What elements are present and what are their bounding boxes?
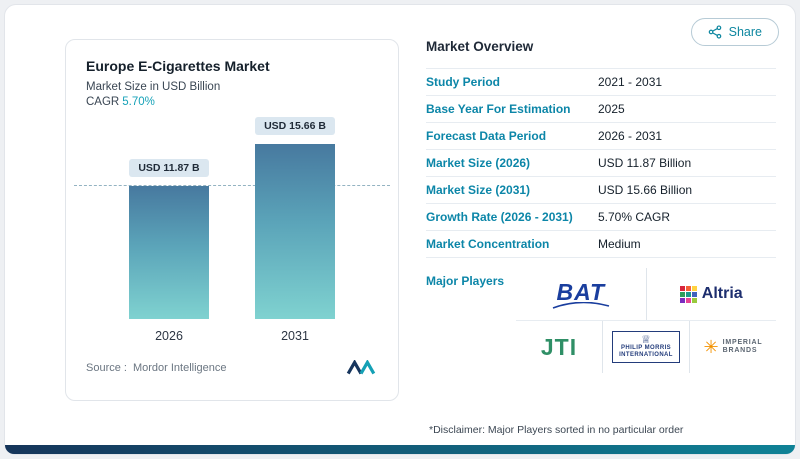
- table-row: Market Concentration Medium: [426, 231, 776, 258]
- footer-strip: [5, 445, 795, 454]
- major-players-logos: BAT Altria: [516, 268, 776, 373]
- imperial-wordmark-line1: IMPERIAL: [722, 339, 763, 346]
- row-value: 5.70% CAGR: [598, 210, 671, 224]
- table-row: Market Size (2031) USD 15.66 Billion: [426, 177, 776, 204]
- jti-wordmark: JTI: [540, 333, 578, 360]
- logo-philip-morris: ♕ PHILIP MORRIS INTERNATIONAL: [602, 321, 689, 373]
- report-card: Share Europe E-Cigarettes Market Market …: [4, 4, 796, 455]
- bat-wordmark: BAT: [556, 278, 606, 305]
- bat-logo-icon: BAT: [553, 278, 610, 310]
- cagr-label: CAGR: [86, 96, 120, 108]
- chart-panel: Europe E-Cigarettes Market Market Size i…: [65, 39, 399, 401]
- market-overview-panel: Market Overview Study Period 2021 - 2031…: [426, 39, 776, 373]
- table-row: Base Year For Estimation 2025: [426, 96, 776, 123]
- altria-mosaic-icon: [679, 285, 697, 303]
- chart-subtitle: Market Size in USD Billion: [86, 81, 221, 93]
- table-row: Market Size (2026) USD 11.87 Billion: [426, 150, 776, 177]
- row-label: Base Year For Estimation: [426, 102, 571, 116]
- mordor-intelligence-logo: [346, 360, 376, 375]
- cagr-value: 5.70%: [122, 96, 155, 108]
- imperial-burst-icon: ✳: [703, 337, 719, 357]
- bat-swoosh-icon: [553, 301, 610, 309]
- row-label: Market Concentration: [426, 237, 550, 251]
- pmi-wordmark-line1: PHILIP MORRIS: [620, 345, 672, 351]
- source-row: Source : Mordor Intelligence: [86, 360, 378, 376]
- bar-rect-2031: [255, 144, 335, 319]
- row-value: USD 15.66 Billion: [598, 183, 693, 197]
- row-label: Market Size (2031): [426, 183, 531, 197]
- imperial-wordmark-line2: BRANDS: [722, 347, 758, 354]
- bar-rect-2026: [129, 186, 209, 319]
- share-icon: [708, 25, 721, 39]
- reference-line: [74, 185, 390, 186]
- major-players-section: Major Players BAT: [426, 268, 776, 373]
- source-name: Mordor Intelligence: [132, 362, 227, 374]
- row-value: 2025: [598, 102, 625, 116]
- pmi-logo-icon: ♕ PHILIP MORRIS INTERNATIONAL: [612, 331, 680, 363]
- logo-row: JTI ♕ PHILIP MORRIS INTERNATIONAL ✳: [516, 321, 776, 373]
- row-label: Growth Rate (2026 - 2031): [426, 210, 573, 224]
- row-label: Market Size (2026): [426, 156, 531, 170]
- bar-group-2026: USD 11.87 B 2026: [129, 159, 209, 344]
- logo-bat: BAT: [516, 268, 646, 320]
- chart-title: Europe E-Cigarettes Market: [86, 58, 270, 74]
- logo-altria: Altria: [645, 268, 777, 320]
- bar-value-label-2031: USD 15.66 B: [255, 117, 335, 135]
- bar-chart: USD 11.87 B 2026 USD 15.66 B 2031: [74, 114, 390, 344]
- bar-group-2031: USD 15.66 B 2031: [255, 117, 335, 344]
- x-axis-label-2026: 2026: [155, 329, 183, 343]
- altria-wordmark: Altria: [701, 285, 743, 302]
- overview-table: Study Period 2021 - 2031 Base Year For E…: [426, 68, 776, 258]
- pmi-wordmark-line2: INTERNATIONAL: [619, 352, 673, 358]
- row-label: Forecast Data Period: [426, 129, 547, 143]
- table-row: Study Period 2021 - 2031: [426, 69, 776, 96]
- share-button[interactable]: Share: [690, 18, 779, 46]
- logo-jti: JTI: [516, 321, 602, 373]
- major-players-label: Major Players: [426, 274, 505, 288]
- bar-value-label-2026: USD 11.87 B: [129, 159, 209, 177]
- disclaimer-text: *Disclaimer: Major Players sorted in no …: [429, 424, 684, 436]
- chart-cagr: CAGR 5.70%: [86, 96, 378, 108]
- row-value: USD 11.87 Billion: [598, 156, 692, 170]
- logo-row: BAT Altria: [516, 268, 776, 321]
- pmi-crest-icon: ♕: [641, 334, 651, 346]
- share-label: Share: [728, 25, 762, 39]
- row-value: 2021 - 2031: [598, 75, 663, 89]
- row-value: Medium: [598, 237, 641, 251]
- x-axis-label-2031: 2031: [281, 329, 309, 343]
- row-value: 2026 - 2031: [598, 129, 663, 143]
- source-prefix: Source :: [86, 362, 127, 374]
- table-row: Growth Rate (2026 - 2031) 5.70% CAGR: [426, 204, 776, 231]
- overview-heading: Market Overview: [426, 39, 534, 54]
- table-row: Forecast Data Period 2026 - 2031: [426, 123, 776, 150]
- logo-imperial-brands: ✳ IMPERIAL BRANDS: [689, 321, 776, 373]
- row-label: Study Period: [426, 75, 501, 89]
